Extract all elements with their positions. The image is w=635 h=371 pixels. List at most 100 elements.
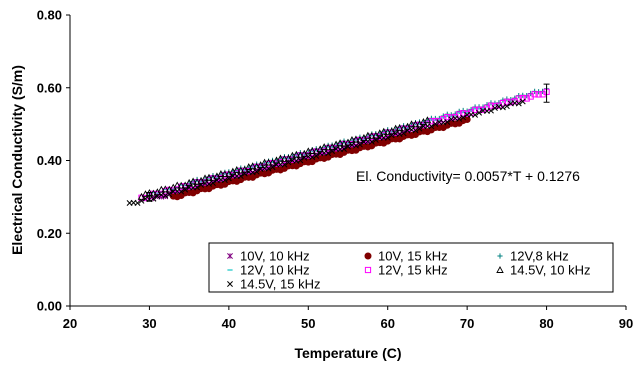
data-point — [161, 185, 170, 193]
data-point — [241, 170, 248, 177]
data-point — [407, 120, 416, 128]
data-point — [233, 166, 241, 173]
data-point — [324, 143, 332, 151]
y-tick-label: 0.40 — [37, 153, 62, 168]
data-point — [336, 139, 344, 147]
data-point — [428, 118, 435, 125]
legend-label: 12V, 15 kHz — [378, 263, 448, 278]
data-point — [364, 131, 372, 139]
data-point — [400, 130, 407, 137]
data-point — [221, 177, 228, 184]
data-point — [412, 127, 419, 134]
y-axis-ticks: 0.00 0.20 0.40 0.60 0.80 — [37, 8, 70, 314]
data-point — [456, 115, 463, 122]
legend-label: 10V, 15 kHz — [378, 249, 448, 264]
legend-label: 14.5V, 10 kHz — [510, 263, 590, 278]
data-point — [491, 105, 498, 112]
data-point — [471, 106, 479, 114]
data-point — [177, 181, 185, 189]
x-tick-label: 60 — [380, 316, 394, 331]
data-point — [178, 188, 185, 195]
data-point — [217, 170, 225, 177]
data-point — [428, 123, 435, 130]
x-axis-ticks: 20 30 40 50 60 70 80 90 — [63, 306, 633, 331]
data-point — [221, 170, 229, 178]
data-point — [150, 195, 157, 202]
data-point — [244, 163, 253, 170]
data-point — [237, 173, 244, 180]
data-point — [476, 109, 483, 116]
legend-label: 10V, 10 kHz — [240, 249, 310, 264]
data-points — [126, 86, 550, 206]
y-tick-label: 0.60 — [37, 80, 62, 95]
data-point — [519, 94, 526, 102]
data-point — [423, 116, 432, 124]
legend-label: 14.5V, 15 kHz — [240, 277, 320, 292]
data-point — [503, 103, 510, 110]
data-point — [280, 155, 289, 162]
data-point — [348, 135, 356, 143]
data-point — [444, 114, 451, 121]
data-point — [154, 193, 161, 200]
data-point — [320, 143, 328, 151]
data-point — [237, 166, 245, 174]
data-point — [134, 200, 141, 206]
data-point — [391, 124, 400, 132]
x-tick-label: 90 — [619, 316, 633, 331]
data-point — [281, 161, 288, 168]
data-point — [515, 100, 522, 107]
y-axis-title: Electrical Conductivity (S/m) — [9, 65, 25, 255]
data-point — [416, 125, 423, 132]
data-point — [198, 181, 205, 188]
fit-equation-annotation: El. Conductivity= 0.0057*T + 0.1276 — [356, 168, 580, 184]
data-point — [356, 141, 363, 148]
data-point — [313, 152, 320, 159]
data-point — [281, 156, 288, 163]
x-tick-label: 30 — [142, 316, 156, 331]
x-tick-label: 50 — [301, 316, 315, 331]
data-point — [456, 111, 463, 118]
legend-marker — [364, 266, 372, 274]
data-point — [432, 121, 439, 127]
data-point — [329, 148, 336, 155]
x-tick-label: 40 — [222, 316, 236, 331]
data-point — [225, 175, 232, 182]
data-point — [264, 158, 273, 166]
data-point — [379, 127, 388, 135]
legend-label: 12V,8 kHz — [510, 249, 569, 264]
error-bars — [146, 83, 550, 202]
data-point — [388, 132, 395, 139]
data-point — [201, 174, 209, 182]
data-point — [138, 197, 145, 204]
data-point — [325, 150, 332, 157]
legend-marker — [227, 253, 233, 259]
error-bar — [543, 83, 550, 103]
data-point — [460, 114, 467, 121]
data-point — [205, 173, 213, 181]
legend-label: 12V, 10 kHz — [240, 263, 310, 278]
data-point — [523, 95, 530, 102]
x-axis-title: Temperature (C) — [294, 345, 401, 361]
legend-marker — [364, 252, 372, 260]
data-point — [260, 158, 269, 166]
data-point — [265, 165, 272, 172]
data-point — [352, 135, 360, 143]
data-point — [487, 102, 495, 109]
data-point — [499, 100, 506, 107]
data-point — [395, 123, 404, 131]
data-point — [308, 147, 317, 154]
data-point — [285, 159, 292, 166]
data-point — [345, 143, 351, 150]
data-point — [182, 186, 189, 193]
data-point — [269, 164, 276, 171]
data-point — [166, 191, 173, 198]
data-point — [309, 154, 316, 161]
data-point — [248, 162, 257, 170]
y-tick-label: 0.80 — [37, 8, 62, 23]
data-point — [372, 136, 379, 143]
data-point — [368, 131, 376, 139]
data-point — [384, 134, 391, 141]
data-point — [304, 147, 313, 155]
data-point — [444, 119, 451, 125]
data-point — [535, 91, 542, 98]
